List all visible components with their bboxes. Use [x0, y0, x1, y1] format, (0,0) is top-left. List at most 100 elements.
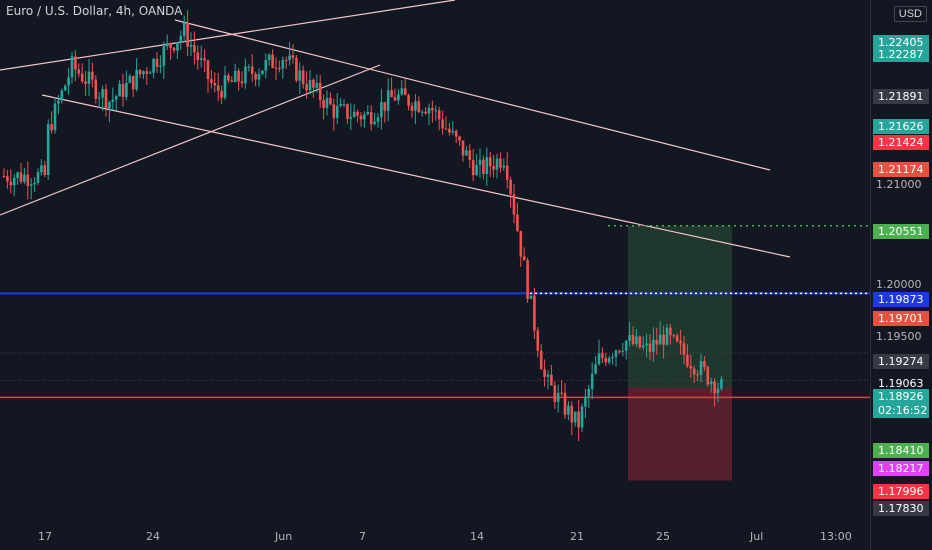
candle-body [512, 194, 516, 215]
candle-body [284, 59, 288, 61]
price-tag: 1.22405 [873, 35, 929, 50]
candle-body [206, 60, 210, 80]
candle-body [665, 327, 669, 345]
price-tag: 1.22287 [873, 47, 929, 62]
candle-body [614, 350, 618, 357]
candle-body [216, 85, 220, 91]
candle-body [193, 44, 196, 53]
candle-body [114, 96, 118, 100]
candle-body [417, 101, 421, 113]
candle-body [176, 42, 179, 51]
price-tag: 1.21424 [873, 135, 929, 150]
candle-body [662, 334, 665, 345]
candle-body [553, 385, 557, 402]
candle-body [87, 71, 91, 84]
candle-body [720, 379, 723, 389]
candle-body [278, 68, 281, 70]
candle-body [601, 353, 604, 358]
candle-body [380, 102, 383, 118]
candle-body [628, 335, 631, 341]
candle-body [349, 117, 353, 119]
candle-body [182, 22, 186, 36]
candle-body [36, 172, 40, 183]
candle-body [63, 85, 67, 91]
candle-body [288, 55, 291, 61]
candle-body [390, 90, 393, 98]
time-axis-label: 21 [570, 530, 584, 543]
candle-body [567, 405, 570, 415]
price-tag: 1.18410 [873, 443, 929, 458]
candle-body [318, 82, 322, 101]
candle-body [648, 343, 652, 352]
candle-body [223, 75, 227, 98]
candle-body [281, 59, 285, 69]
candle-body [148, 72, 152, 74]
candle-body [94, 79, 98, 99]
candle-body [635, 336, 638, 344]
time-axis-label: 25 [656, 530, 670, 543]
candle-body [342, 104, 346, 106]
candle-body [227, 75, 230, 81]
candle-body [675, 335, 679, 342]
candle-body [366, 112, 370, 115]
candle-body [250, 66, 254, 74]
candle-body [699, 360, 703, 375]
candle-body [529, 295, 533, 299]
candle-body [533, 295, 536, 331]
candle-body [301, 70, 305, 85]
candle-body [104, 89, 108, 109]
candle-body [516, 214, 519, 231]
candle-body [465, 150, 468, 156]
candle-body [244, 66, 247, 84]
price-tag: 1.17996 [873, 484, 929, 499]
candle-body [335, 105, 339, 118]
candle-body [509, 179, 512, 195]
candle-body [451, 130, 455, 133]
candle-body [536, 330, 540, 351]
candle-body [138, 69, 142, 75]
candle-body [376, 117, 380, 122]
candle-body [57, 100, 60, 104]
candle-body [437, 110, 441, 120]
candle-body [142, 71, 145, 75]
candle-body [40, 165, 43, 173]
candle-body [145, 71, 149, 74]
price-tag: 1.21891 [873, 89, 929, 104]
candle-body [543, 369, 546, 377]
candle-body [199, 58, 203, 60]
candle-body [121, 83, 125, 98]
price-tag: 1.20551 [873, 224, 929, 239]
trendline [174, 19, 771, 171]
candle-body [468, 150, 472, 161]
candle-body [74, 56, 77, 70]
candle-body [254, 73, 257, 80]
candle-body [322, 100, 325, 109]
candle-body [271, 54, 274, 68]
candle-body [131, 76, 135, 90]
candle-body [577, 411, 580, 428]
price-tick: 1.21000 [876, 178, 922, 191]
candle-body [482, 159, 485, 174]
candle-body [80, 73, 84, 82]
candle-body [590, 373, 594, 389]
candle-body [550, 374, 553, 386]
candle-body [23, 174, 26, 182]
candle-body [546, 374, 550, 377]
candle-body [607, 357, 611, 363]
candle-body [594, 364, 597, 374]
candle-body [658, 334, 662, 345]
candle-body [50, 124, 53, 131]
candle-body [570, 405, 574, 423]
candle-body [325, 97, 329, 109]
candle-body [539, 350, 543, 370]
candle-body [274, 67, 278, 69]
candle-body [179, 35, 183, 43]
currency-badge[interactable]: USD [893, 6, 927, 22]
candle-body [597, 353, 601, 365]
candle-body [305, 84, 308, 91]
candle-body [502, 165, 506, 168]
candle-body [624, 340, 628, 352]
candle-body [111, 99, 115, 102]
candle-body [53, 103, 57, 131]
